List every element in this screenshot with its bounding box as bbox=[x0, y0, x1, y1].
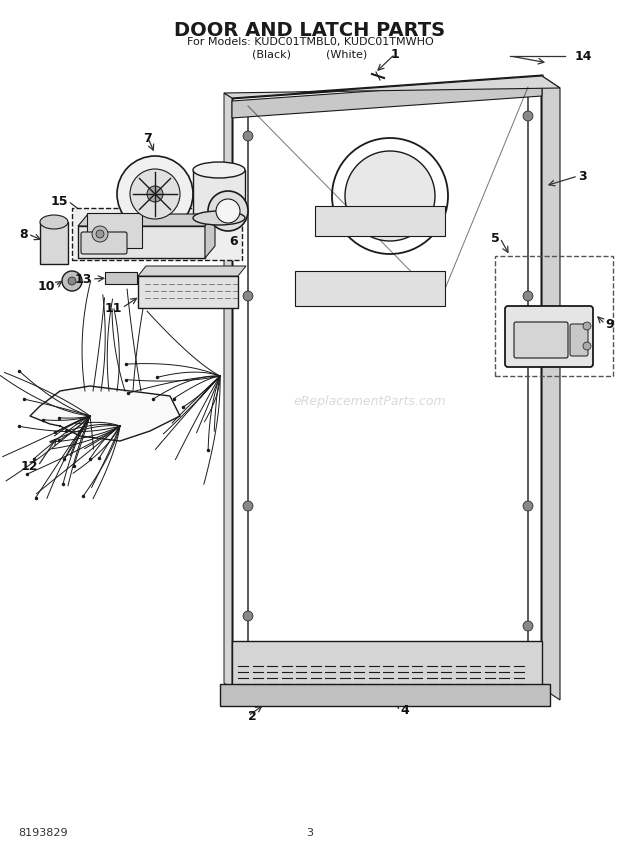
FancyBboxPatch shape bbox=[81, 232, 127, 254]
Circle shape bbox=[345, 151, 435, 241]
Circle shape bbox=[147, 186, 163, 202]
Polygon shape bbox=[224, 76, 560, 98]
Circle shape bbox=[68, 277, 76, 285]
Ellipse shape bbox=[193, 211, 245, 225]
Polygon shape bbox=[78, 214, 215, 226]
Polygon shape bbox=[205, 214, 215, 258]
Bar bbox=[495, 256, 613, 376]
Circle shape bbox=[243, 611, 253, 621]
Text: 7: 7 bbox=[144, 132, 153, 145]
Text: 8193829: 8193829 bbox=[18, 828, 68, 838]
Circle shape bbox=[243, 291, 253, 301]
Text: 11: 11 bbox=[105, 301, 122, 314]
FancyBboxPatch shape bbox=[514, 322, 568, 358]
Text: 8: 8 bbox=[19, 228, 28, 241]
Circle shape bbox=[130, 169, 180, 219]
Ellipse shape bbox=[40, 215, 68, 229]
Bar bbox=[40, 222, 68, 264]
Circle shape bbox=[208, 191, 248, 231]
FancyBboxPatch shape bbox=[570, 324, 588, 356]
Polygon shape bbox=[224, 93, 232, 688]
Polygon shape bbox=[30, 386, 180, 441]
Text: 4: 4 bbox=[400, 704, 409, 717]
Bar bbox=[220, 684, 550, 706]
Circle shape bbox=[216, 199, 240, 223]
Text: For Models: KUDC01TMBL0, KUDC01TMWHO: For Models: KUDC01TMBL0, KUDC01TMWHO bbox=[187, 37, 433, 47]
Text: 10: 10 bbox=[37, 280, 55, 293]
Polygon shape bbox=[138, 266, 246, 276]
Bar bbox=[72, 208, 242, 260]
Text: 2: 2 bbox=[248, 710, 257, 722]
Circle shape bbox=[243, 131, 253, 141]
Polygon shape bbox=[78, 226, 205, 258]
Text: 3: 3 bbox=[578, 169, 587, 182]
Polygon shape bbox=[232, 79, 542, 118]
Circle shape bbox=[243, 501, 253, 511]
Text: 14: 14 bbox=[575, 50, 593, 62]
Circle shape bbox=[117, 156, 193, 232]
Circle shape bbox=[62, 271, 82, 291]
Bar bbox=[193, 170, 245, 218]
Bar bbox=[315, 206, 445, 236]
Text: 12: 12 bbox=[20, 460, 38, 473]
Circle shape bbox=[523, 291, 533, 301]
Bar bbox=[138, 276, 238, 308]
Text: (Black)          (White): (Black) (White) bbox=[252, 49, 368, 59]
Text: DOOR AND LATCH PARTS: DOOR AND LATCH PARTS bbox=[174, 21, 446, 40]
Text: 5: 5 bbox=[491, 231, 500, 245]
Ellipse shape bbox=[193, 162, 245, 178]
Circle shape bbox=[583, 342, 591, 350]
FancyBboxPatch shape bbox=[505, 306, 593, 367]
Polygon shape bbox=[542, 76, 560, 700]
Text: eReplacementParts.com: eReplacementParts.com bbox=[294, 395, 446, 407]
Text: 13: 13 bbox=[74, 272, 92, 286]
Bar bbox=[295, 271, 445, 306]
Circle shape bbox=[583, 322, 591, 330]
Circle shape bbox=[523, 111, 533, 121]
Bar bbox=[232, 641, 542, 688]
Circle shape bbox=[96, 230, 104, 238]
Text: 3: 3 bbox=[306, 828, 314, 838]
Bar bbox=[105, 272, 137, 284]
Text: 1: 1 bbox=[391, 47, 399, 61]
Text: 6: 6 bbox=[229, 235, 238, 247]
Circle shape bbox=[523, 621, 533, 631]
Text: 9: 9 bbox=[605, 318, 614, 330]
Circle shape bbox=[92, 226, 108, 242]
Bar bbox=[87, 213, 142, 248]
Text: 15: 15 bbox=[50, 194, 68, 207]
Circle shape bbox=[523, 501, 533, 511]
